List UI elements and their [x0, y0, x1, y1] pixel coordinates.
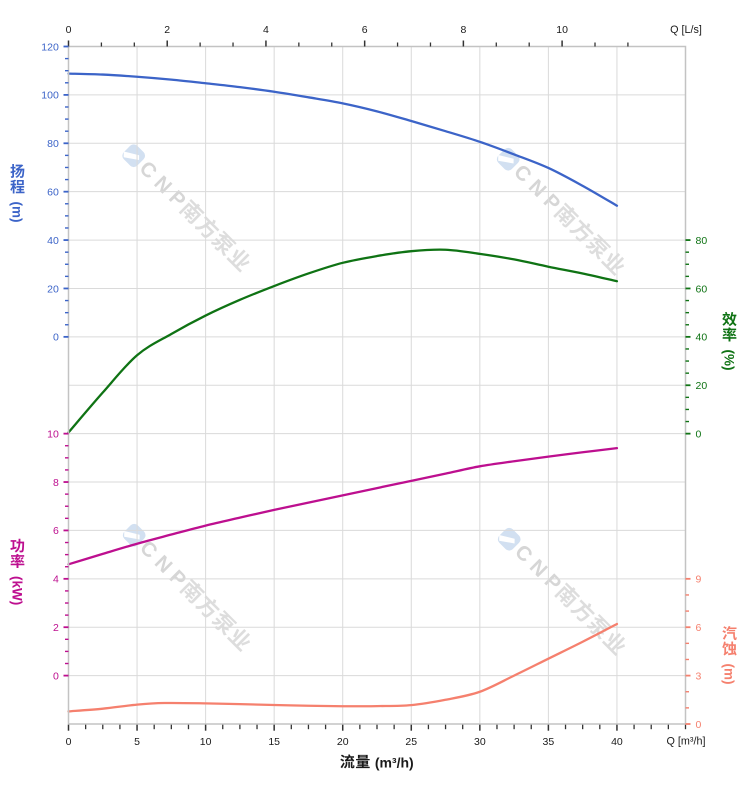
watermark-brand-cjk-glyph [553, 202, 580, 228]
watermark-brand-cjk-glyph [554, 582, 581, 608]
npsh-axis-tick-label: 9 [696, 574, 702, 586]
efficiency-axis-tick-label: 0 [696, 428, 702, 440]
top-axis-unit-label: Q [L/s] [670, 24, 702, 36]
head-axis-title: (m) [10, 163, 25, 223]
top-axis-tick-label: 10 [556, 24, 568, 36]
power-axis-tick-label: 6 [53, 525, 59, 537]
watermark-brand-cjk-glyph [195, 595, 220, 618]
bottom-axis-title-glyph [355, 754, 370, 769]
npsh-axis-title-unit: (m) [722, 664, 737, 685]
bottom-axis-tick-label: 15 [268, 736, 280, 748]
efficiency-axis-title-glyph [722, 327, 737, 342]
head-axis-title-glyph [10, 179, 25, 194]
bottom-axis-title-unit: (m³/h) [375, 755, 414, 771]
cnp-logo-swoosh [499, 534, 515, 544]
power-axis-title-unit: (kW) [10, 576, 25, 605]
power-axis-tick-label: 2 [53, 622, 59, 634]
bottom-axis-title: (m³/h) [340, 754, 414, 771]
efficiency-axis-tick-label: 20 [696, 380, 708, 392]
watermark-brand-cjk-glyph [586, 614, 613, 640]
cnp-logo-swoosh [123, 151, 140, 160]
head-axis-title-unit: (m) [10, 202, 25, 223]
efficiency-axis-title-glyph [722, 311, 737, 327]
head-axis-tick-label: 20 [47, 283, 59, 295]
bottom-axis-tick-label: 40 [611, 736, 623, 748]
watermark-brand-cjk-glyph [600, 252, 625, 277]
npsh-axis-title-glyph [722, 625, 737, 641]
top-axis-tick-label: 0 [66, 24, 72, 36]
tick-layer [63, 40, 691, 731]
watermark-brand-cjk-glyph [569, 219, 594, 242]
power-axis-title-glyph [10, 538, 25, 553]
top-axis-tick-label: 6 [362, 24, 368, 36]
bottom-axis-tick-label: 0 [66, 736, 72, 748]
efficiency-axis-title-unit: (%) [722, 350, 737, 371]
npsh-axis-title: (m) [722, 625, 737, 685]
watermark-brand-cjk-glyph [178, 198, 205, 224]
npsh-axis-tick-label: 0 [696, 719, 702, 731]
watermark-brand-cjk-glyph [570, 599, 595, 622]
curve-efficiency [67, 248, 619, 434]
efficiency-axis-tick-label: 40 [696, 332, 708, 344]
npsh-axis-tick-label: 3 [696, 670, 702, 682]
bottom-axis-tick-label: 10 [200, 736, 212, 748]
watermark-brand-cjk-glyph [211, 610, 238, 636]
efficiency-axis-tick-label: 60 [696, 283, 708, 295]
bottom-axis-tick-label: 35 [543, 736, 555, 748]
bottom-axis-tick-label: 30 [474, 736, 486, 748]
power-axis-tick-label: 10 [47, 428, 59, 440]
power-axis-title-glyph [10, 553, 25, 569]
head-axis-tick-label: 80 [47, 138, 59, 150]
watermark-brand-cjk-glyph [601, 632, 626, 657]
cnp-logo-icon [122, 144, 146, 168]
bottom-axis-tick-label: 20 [337, 736, 349, 748]
cnp-logo-icon [122, 523, 146, 547]
watermark-brand-cjk-glyph [211, 230, 237, 256]
head-axis-tick-label: 60 [47, 186, 59, 198]
power-axis-title: (kW) [10, 538, 25, 605]
grid-layer [68, 46, 686, 724]
curve-head [67, 72, 619, 207]
head-axis-tick-label: 120 [41, 41, 59, 53]
watermark-brand-cjk-glyph [179, 578, 206, 604]
bottom-axis-tick-label: 25 [405, 736, 417, 748]
watermark-brand-cjk-glyph [226, 249, 250, 273]
watermark-brand-cjk-glyph [226, 628, 251, 653]
head-axis-tick-label: 0 [53, 332, 59, 344]
npsh-axis-tick-label: 6 [696, 622, 702, 634]
npsh-axis-title-glyph [722, 641, 737, 656]
top-axis-tick-label: 8 [460, 24, 466, 36]
power-axis-tick-label: 8 [53, 477, 59, 489]
power-axis-tick-label: 4 [53, 574, 59, 586]
cnp-logo-swoosh [498, 154, 514, 164]
power-axis-tick-label: 0 [53, 670, 59, 682]
bottom-axis-title-glyph [340, 754, 355, 769]
watermark-brand-cjk-glyph [194, 216, 220, 238]
head-axis-tick-label: 100 [41, 90, 59, 102]
cnp-logo-icon [497, 527, 521, 551]
head-axis-tick-label: 40 [47, 235, 59, 247]
efficiency-axis-tick-label: 80 [696, 235, 708, 247]
curve-power [67, 447, 619, 566]
watermark: CNP [497, 527, 626, 657]
watermark: CNP [122, 144, 250, 273]
watermark: CNP [122, 523, 251, 653]
cnp-logo-swoosh [124, 530, 140, 540]
bottom-axis-unit-label: Q [m³/h] [667, 736, 706, 748]
curve-layer [67, 72, 619, 713]
top-axis-tick-label: 4 [263, 24, 269, 36]
head-axis-title-glyph [10, 163, 25, 178]
label-layer: 0 2 4 6 8 10 Q [L/s]0 5 10 15 20 25 30 35 40 Q [m³/h]12… [41, 24, 707, 748]
curve-npsh [67, 622, 619, 713]
watermark-brand-cjk-glyph [585, 234, 612, 260]
bottom-axis-tick-label: 5 [134, 736, 140, 748]
axis-title-layer: (m) (%) (kW) (m) (m³/h) [10, 163, 737, 771]
top-axis-tick-label: 2 [164, 24, 170, 36]
efficiency-axis-title: (%) [722, 311, 737, 371]
